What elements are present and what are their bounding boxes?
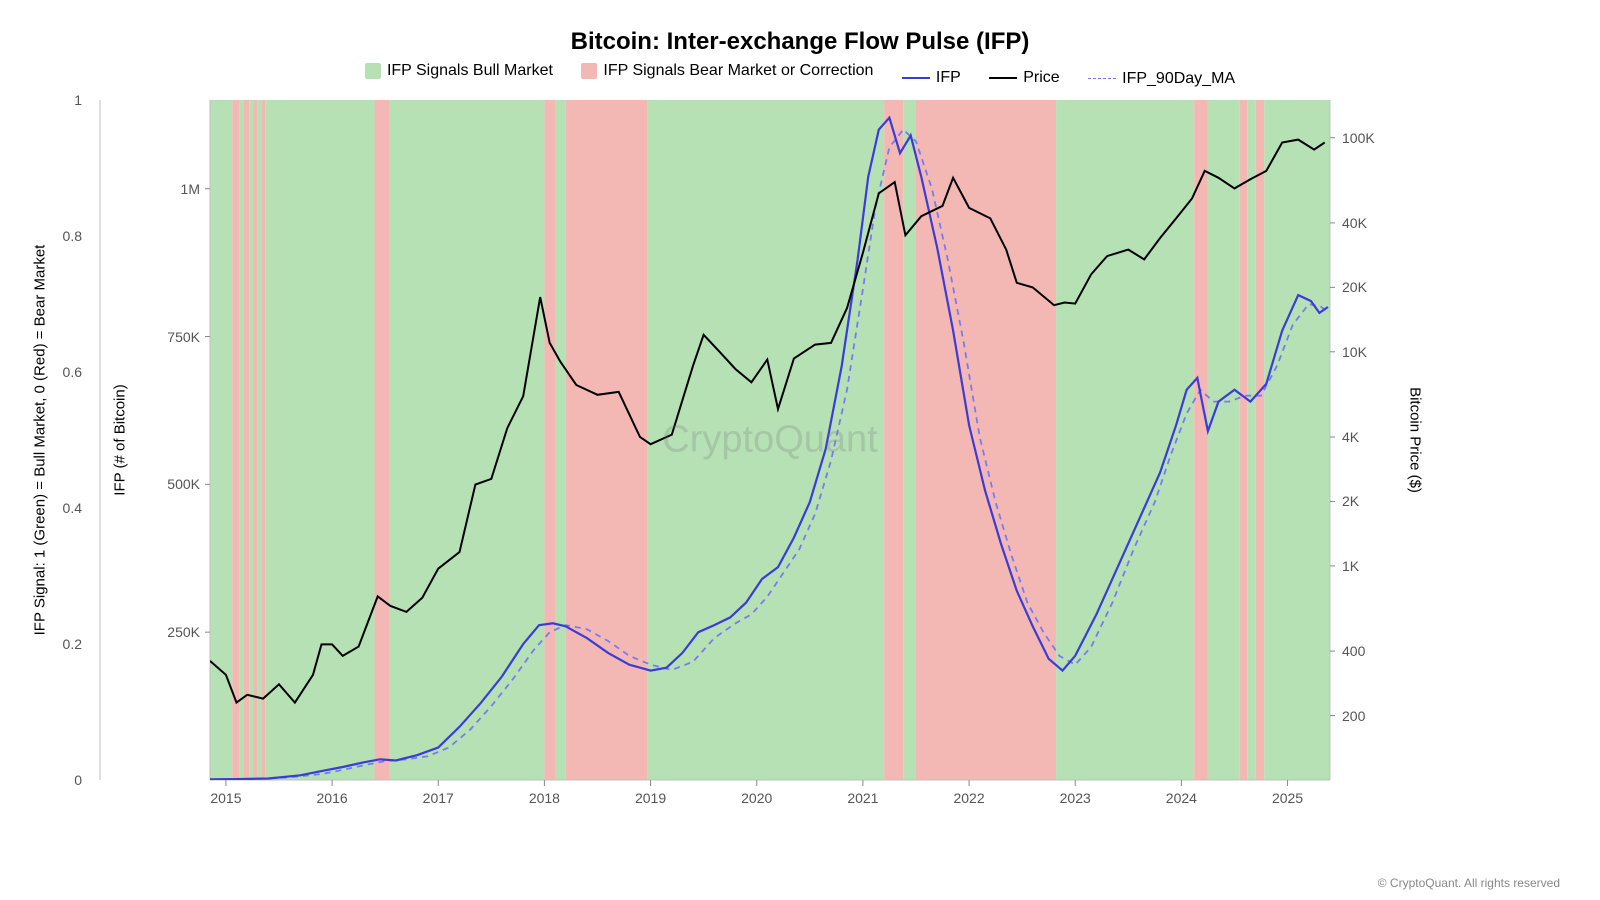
- y-price-label: Bitcoin Price ($): [1407, 387, 1424, 493]
- y-signal-tick-0.6: 0.6: [63, 364, 82, 380]
- y-signal-tick-1: 1: [74, 92, 82, 108]
- x-tick-2021: 2021: [847, 790, 878, 806]
- y-price-tick-4K: 4K: [1342, 429, 1359, 445]
- y-price-tick-2K: 2K: [1342, 493, 1359, 509]
- y-ifp-tick-1M: 1M: [181, 181, 200, 197]
- y-price-tick-100K: 100K: [1342, 130, 1375, 146]
- x-tick-2023: 2023: [1060, 790, 1091, 806]
- y-signal-tick-0: 0: [74, 772, 82, 788]
- x-tick-2022: 2022: [953, 790, 984, 806]
- regime-bands: [210, 100, 1330, 780]
- x-tick-2018: 2018: [529, 790, 560, 806]
- x-tick-2020: 2020: [741, 790, 772, 806]
- x-tick-2024: 2024: [1166, 790, 1197, 806]
- y-signal-tick-0.4: 0.4: [63, 500, 82, 516]
- y-price-tick-10K: 10K: [1342, 344, 1367, 360]
- y-signal-label: IFP Signal: 1 (Green) = Bull Market, 0 (…: [32, 245, 49, 636]
- y-price-tick-200: 200: [1342, 708, 1365, 724]
- y-ifp-tick-250K: 250K: [167, 624, 200, 640]
- x-tick-2016: 2016: [317, 790, 348, 806]
- y-price-tick-40K: 40K: [1342, 215, 1367, 231]
- y-signal-tick-0.8: 0.8: [63, 228, 82, 244]
- x-tick-2015: 2015: [210, 790, 241, 806]
- y-ifp-label: IFP (# of Bitcoin): [112, 384, 129, 495]
- y-ifp-tick-500K: 500K: [167, 476, 200, 492]
- y-ifp-tick-750K: 750K: [167, 329, 200, 345]
- x-tick-2025: 2025: [1272, 790, 1303, 806]
- y-price-tick-1K: 1K: [1342, 558, 1359, 574]
- y-price-tick-20K: 20K: [1342, 279, 1367, 295]
- x-tick-2017: 2017: [423, 790, 454, 806]
- y-price-tick-400: 400: [1342, 643, 1365, 659]
- x-tick-2019: 2019: [635, 790, 666, 806]
- attribution: © CryptoQuant. All rights reserved: [1378, 876, 1560, 890]
- chart-container: Bitcoin: Inter-exchange Flow Pulse (IFP)…: [0, 0, 1600, 900]
- y-signal-tick-0.2: 0.2: [63, 636, 82, 652]
